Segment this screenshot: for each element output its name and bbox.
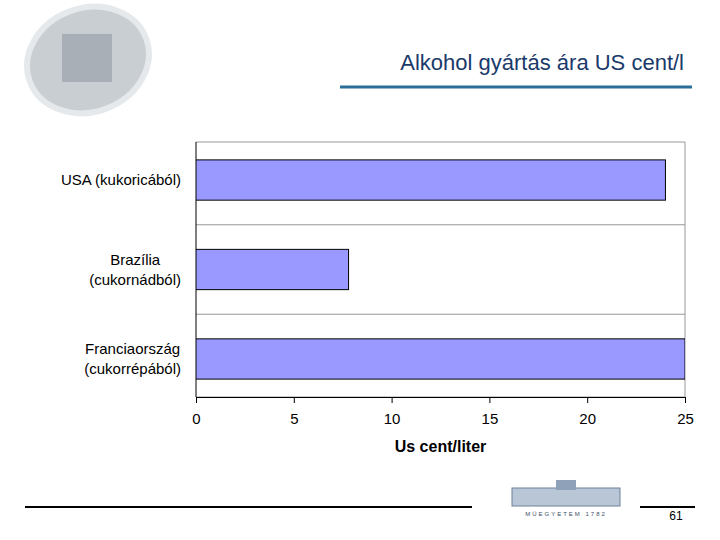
x-tick: 10 [384, 397, 401, 427]
footer-logo-dome [556, 480, 576, 490]
footer-line [25, 506, 472, 508]
x-tick-label: 5 [290, 410, 298, 427]
x-tick-mark [392, 397, 393, 403]
x-tick: 0 [192, 397, 200, 427]
x-tick-label: 20 [579, 410, 596, 427]
y-axis: USA (kukoricából) Brazília(cukornádból) Fr… [61, 171, 181, 377]
y-tick-label: Brazília(cukornádból) [89, 251, 181, 288]
bar [196, 249, 349, 289]
footer: MŰEGYETEM 1782 61 [25, 480, 695, 523]
x-tick-mark [685, 397, 686, 403]
header-image [12, 0, 164, 130]
x-tick-mark [587, 397, 588, 403]
x-tick: 5 [290, 397, 298, 427]
plot-frame [196, 142, 685, 397]
logo-text: MŰEGYETEM 1782 [525, 511, 607, 517]
x-tick-label: 15 [482, 410, 499, 427]
page-number: 61 [669, 509, 683, 523]
x-tick-mark [489, 397, 490, 403]
x-axis-line [197, 398, 686, 404]
category-separator [196, 314, 685, 315]
x-tick-label: 10 [384, 410, 401, 427]
bar [196, 339, 685, 379]
bars [196, 160, 685, 379]
title: Alkohol gyártás ára US cent/l [400, 50, 684, 75]
header-image-shape [12, 0, 164, 130]
x-tick: 25 [677, 397, 694, 427]
x-tick: 20 [579, 397, 596, 427]
category-separator [196, 224, 685, 225]
x-tick-label: 25 [677, 410, 694, 427]
category-separator [196, 142, 685, 143]
footer-logo [512, 488, 620, 506]
x-tick: 15 [482, 397, 499, 427]
y-tick-label: USA (kukoricából) [61, 171, 181, 188]
y-tick-label: Franciaország(cukorrépából) [84, 340, 181, 377]
x-tick-mark [196, 397, 197, 403]
bar [196, 160, 665, 200]
title-underline [340, 86, 692, 89]
header-image-building [62, 34, 112, 82]
footer-line [640, 506, 695, 508]
slide: Alkohol gyártás ára US cent/l 0 5 10 15 20 25 U… [0, 0, 720, 540]
x-tick-label: 0 [192, 410, 200, 427]
x-tick-mark [294, 397, 295, 403]
x-axis-title: Us cent/liter [395, 438, 487, 455]
x-axis: 0 5 10 15 20 25 [192, 397, 694, 427]
